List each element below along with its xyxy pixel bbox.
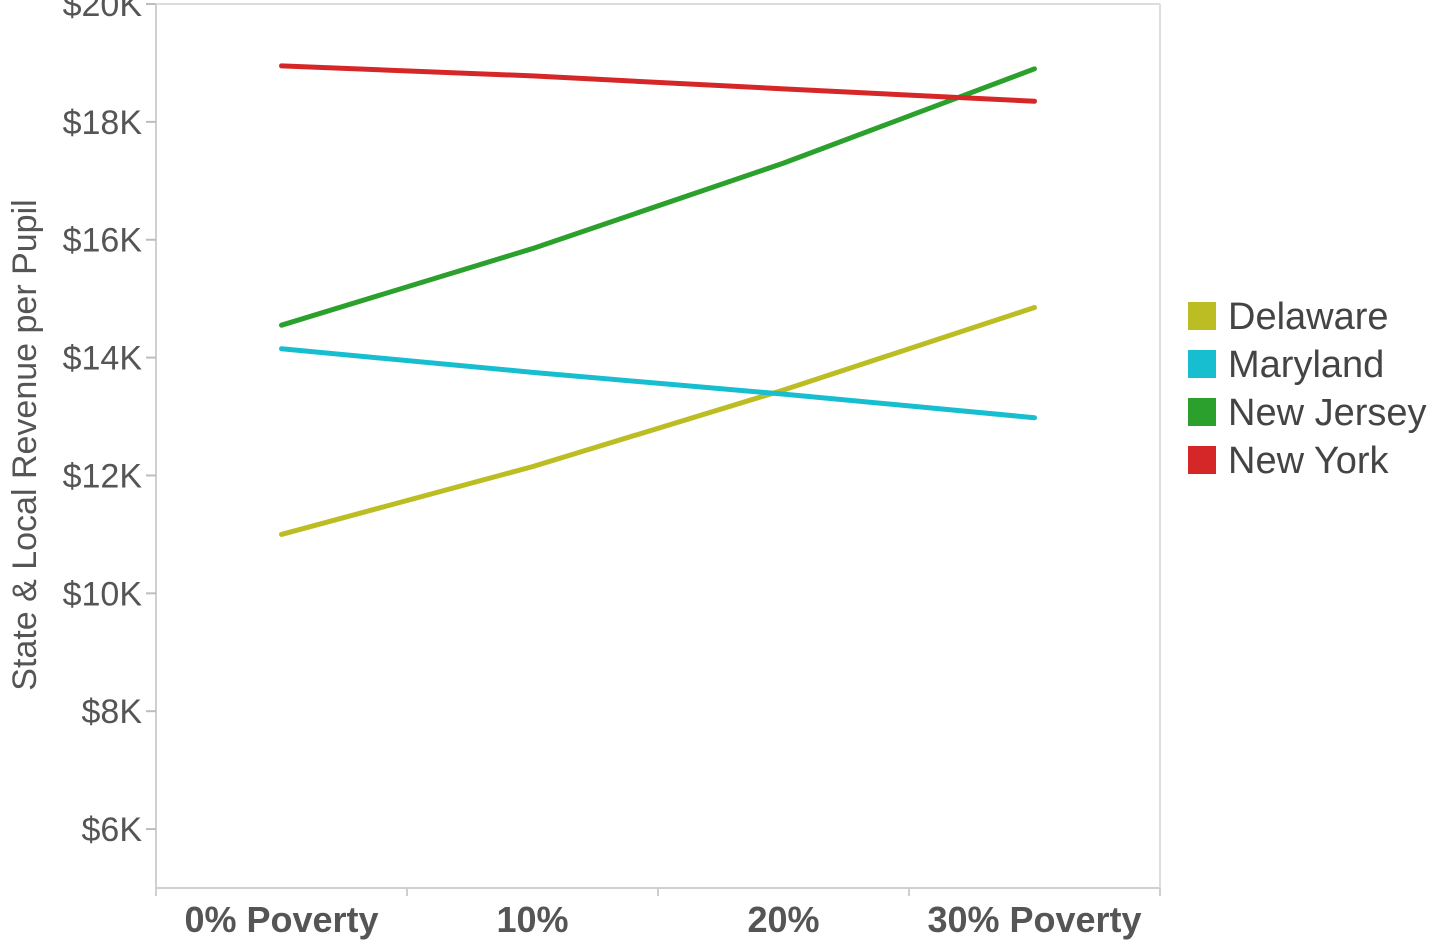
legend-item-maryland[interactable]: Maryland bbox=[1188, 344, 1384, 386]
y-tick-label: $18K bbox=[63, 104, 143, 142]
series-line-maryland bbox=[279, 346, 1037, 421]
y-tick-label: $10K bbox=[63, 575, 143, 613]
series-lines bbox=[279, 63, 1037, 537]
legend-item-new-york[interactable]: New York bbox=[1188, 440, 1390, 482]
y-tick-label: $12K bbox=[63, 457, 143, 495]
x-tick-label: 20% bbox=[747, 899, 819, 940]
legend-label: Maryland bbox=[1228, 344, 1384, 386]
legend-swatch bbox=[1188, 398, 1216, 426]
legend-item-new-jersey[interactable]: New Jersey bbox=[1188, 392, 1427, 434]
legend-item-delaware[interactable]: Delaware bbox=[1188, 296, 1389, 338]
x-tick-label: 0% Poverty bbox=[184, 899, 378, 940]
legend-label: New York bbox=[1228, 440, 1390, 482]
y-axis: $6K $8K $10K $12K $14K $16K $18K $20K bbox=[63, 0, 156, 849]
legend-label: Delaware bbox=[1228, 296, 1389, 338]
x-tick-label: 10% bbox=[496, 899, 568, 940]
y-axis-title: State & Local Revenue per Pupil bbox=[6, 199, 44, 690]
y-tick-label: $20K bbox=[63, 0, 143, 24]
legend-label: New Jersey bbox=[1228, 392, 1427, 434]
y-tick-label: $6K bbox=[82, 811, 143, 849]
x-axis: 0% Poverty 10% 20% 30% Poverty bbox=[155, 888, 1161, 940]
y-tick-label: $14K bbox=[63, 340, 143, 378]
plot-frame bbox=[155, 3, 1161, 889]
legend-swatch bbox=[1188, 446, 1216, 474]
y-tick-label: $8K bbox=[82, 693, 143, 731]
y-tick-label: $16K bbox=[63, 222, 143, 260]
series-line-delaware bbox=[279, 305, 1037, 537]
series-line-new-york bbox=[279, 63, 1037, 104]
legend-swatch bbox=[1188, 302, 1216, 330]
legend-swatch bbox=[1188, 350, 1216, 378]
x-tick-label: 30% Poverty bbox=[927, 899, 1141, 940]
legend[interactable]: Delaware Maryland New Jersey New York bbox=[1188, 296, 1427, 482]
series-line-new-jersey bbox=[279, 66, 1037, 328]
